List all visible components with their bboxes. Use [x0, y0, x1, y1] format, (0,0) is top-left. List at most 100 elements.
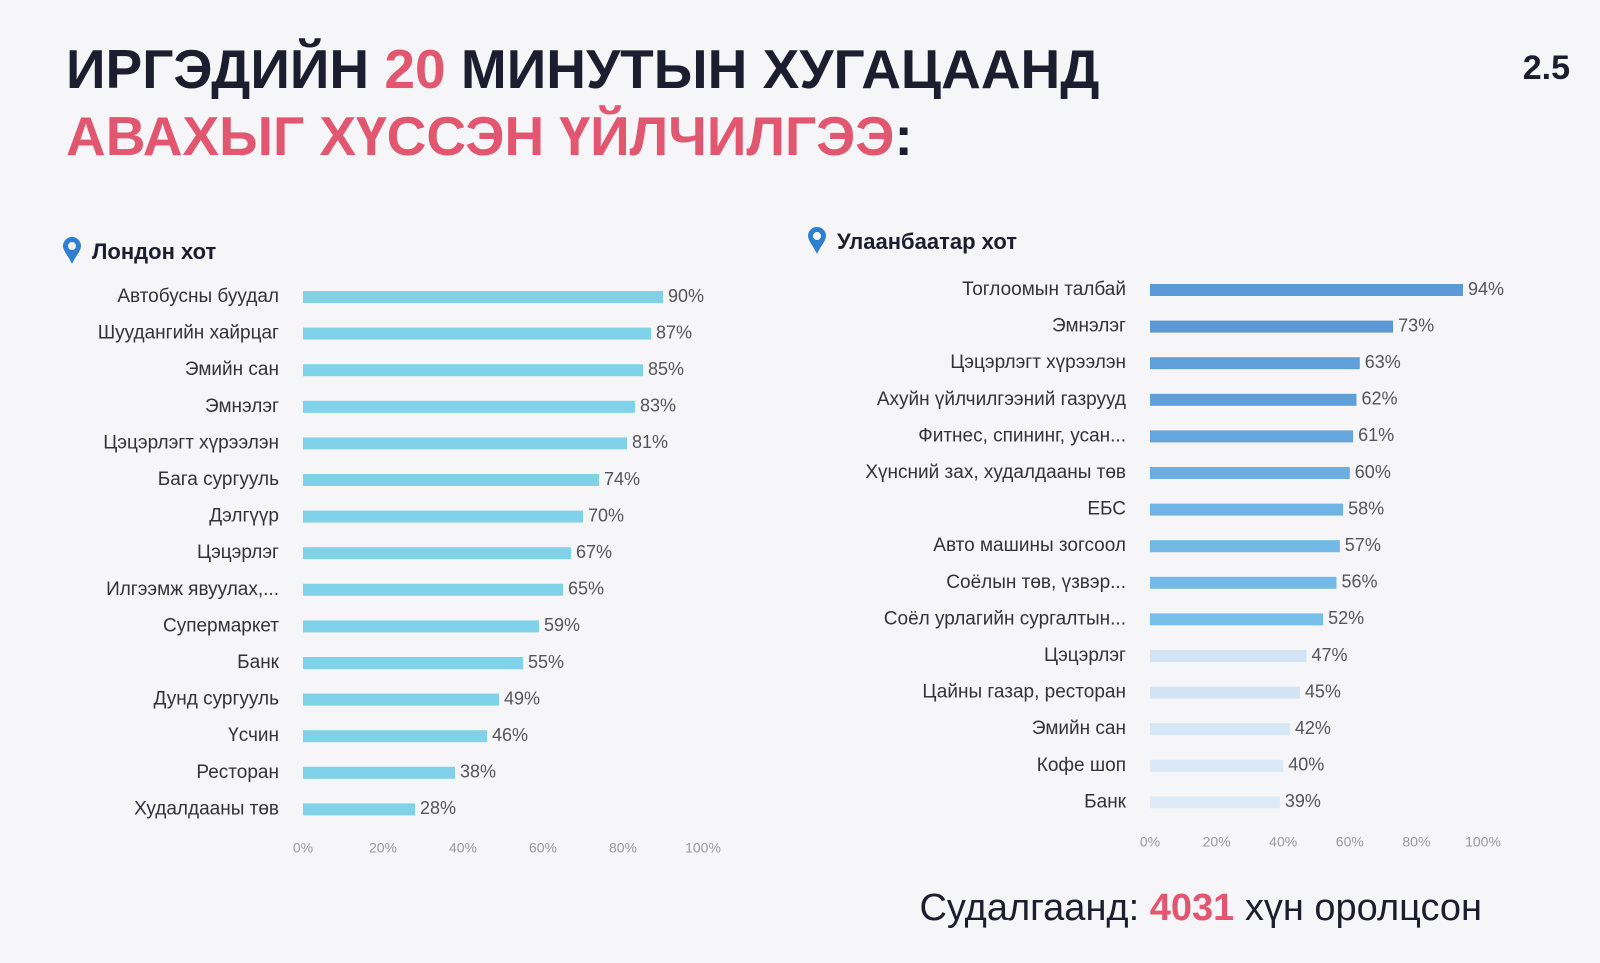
- value-label: 70%: [588, 505, 624, 525]
- bar: [1150, 393, 1357, 406]
- value-label: 83%: [640, 396, 676, 416]
- value-label: 61%: [1358, 425, 1394, 445]
- category-label: Шуудангийн хайрцаг: [98, 323, 279, 344]
- bar: [1150, 357, 1360, 370]
- value-label: 62%: [1361, 389, 1397, 409]
- x-tick-label: 20%: [369, 840, 397, 856]
- category-label: Эмийн сан: [1032, 718, 1126, 739]
- bar: [1150, 759, 1284, 772]
- value-label: 74%: [604, 469, 640, 489]
- value-label: 42%: [1295, 718, 1331, 738]
- category-label: Бага сургууль: [158, 469, 279, 490]
- value-label: 52%: [1328, 608, 1364, 628]
- value-label: 58%: [1348, 498, 1384, 518]
- category-label: Хүнсний зах, худалдааны төв: [865, 462, 1126, 483]
- chart-subtitle: Лондон хот: [92, 239, 217, 264]
- title-line-2: АВАХЫГ ХҮССЭН ҮЙЛЧИЛГЭЭ:: [66, 104, 913, 167]
- category-label: Цайны газар, ресторан: [922, 682, 1126, 703]
- category-label: ЕБС: [1087, 499, 1126, 520]
- x-tick-label: 0%: [293, 840, 313, 856]
- category-label: Ресторан: [196, 762, 279, 783]
- bar: [303, 803, 415, 816]
- category-label: Дэлгүүр: [209, 506, 279, 527]
- value-label: 85%: [648, 359, 684, 379]
- category-label: Авто машины зогсоол: [933, 535, 1126, 556]
- x-tick-label: 100%: [1465, 834, 1501, 850]
- value-label: 59%: [544, 615, 580, 635]
- x-tick-label: 80%: [609, 840, 637, 856]
- value-label: 87%: [656, 322, 692, 342]
- value-label: 90%: [668, 286, 704, 306]
- title-part: ИРГЭДИЙН: [66, 37, 369, 100]
- value-label: 49%: [504, 688, 540, 708]
- bar: [303, 583, 563, 596]
- bar: [303, 766, 455, 779]
- value-label: 38%: [460, 762, 496, 782]
- value-label: 57%: [1345, 535, 1381, 555]
- footer: Судалгаанд: 4031 хүн оролцсон: [919, 887, 1482, 929]
- value-label: 65%: [568, 579, 604, 599]
- bar: [1150, 503, 1344, 516]
- category-label: Ахуйн үйлчилгээний газрууд: [877, 389, 1126, 410]
- bar: [1150, 796, 1280, 809]
- x-tick-label: 60%: [529, 840, 557, 856]
- category-label: Кофе шоп: [1037, 755, 1126, 776]
- value-label: 73%: [1398, 315, 1434, 335]
- category-label: Автобусны буудал: [117, 286, 279, 307]
- category-label: Банк: [1084, 791, 1127, 812]
- x-tick-label: 40%: [449, 840, 477, 856]
- bar: [303, 291, 663, 303]
- x-tick-label: 40%: [1269, 834, 1297, 850]
- x-tick-label: 100%: [685, 840, 721, 856]
- value-label: 94%: [1468, 279, 1504, 299]
- bar: [1150, 613, 1324, 626]
- category-label: Цэцэрлэгт хүрээлэн: [950, 352, 1126, 373]
- bar: [1150, 284, 1464, 296]
- category-label: Илгээмж явуулах,...: [106, 579, 279, 600]
- bar: [303, 693, 499, 706]
- location-pin: [63, 237, 81, 264]
- footer-part: хүн оролцсон: [1245, 887, 1482, 929]
- location-pin: [808, 227, 826, 254]
- bar: [1150, 650, 1307, 662]
- bar: [1150, 430, 1354, 443]
- category-label: Эмийн сан: [185, 359, 279, 380]
- bar: [303, 474, 599, 486]
- category-label: Үсчин: [228, 725, 279, 746]
- title-part: МИНУТЫН ХУГАЦААНД: [461, 38, 1100, 100]
- bar: [1150, 576, 1337, 589]
- title-part: АВАХЫГ ХҮССЭН ҮЙЛЧИЛГЭЭ: [66, 104, 894, 167]
- value-label: 55%: [528, 652, 564, 672]
- bar: [303, 730, 487, 743]
- bar: [303, 620, 539, 633]
- footer-part: Судалгаанд:: [919, 887, 1139, 929]
- bar: [303, 547, 571, 560]
- title-number: 20: [384, 38, 445, 100]
- bar: [303, 327, 651, 340]
- category-label: Фитнес, спининг, усан...: [918, 425, 1126, 446]
- title-part: :: [894, 105, 912, 167]
- bar: [1150, 467, 1350, 479]
- category-label: Соёлын төв, үзвэр...: [946, 572, 1126, 593]
- category-label: Супермаркет: [163, 615, 279, 636]
- x-tick-label: 60%: [1336, 834, 1364, 850]
- value-label: 46%: [492, 725, 528, 745]
- value-label: 28%: [420, 798, 456, 818]
- value-label: 81%: [632, 432, 668, 452]
- category-label: Цэцэрлэгт хүрээлэн: [103, 432, 279, 453]
- bar: [1150, 540, 1340, 553]
- bar: [303, 400, 635, 413]
- category-label: Цэцэрлэг: [197, 542, 279, 563]
- x-tick-label: 20%: [1203, 834, 1231, 850]
- value-label: 47%: [1312, 645, 1348, 665]
- category-label: Банк: [237, 652, 280, 673]
- category-label: Соёл урлагийн сургалтын...: [884, 608, 1126, 629]
- title-line-1: ИРГЭДИЙН 20 МИНУТЫН ХУГАЦААНД: [66, 37, 1099, 100]
- bar: [1150, 723, 1290, 736]
- category-label: Цэцэрлэг: [1044, 645, 1126, 666]
- bar: [303, 437, 627, 450]
- value-label: 60%: [1355, 462, 1391, 482]
- bar: [303, 510, 583, 523]
- category-label: Худалдааны төв: [134, 798, 279, 819]
